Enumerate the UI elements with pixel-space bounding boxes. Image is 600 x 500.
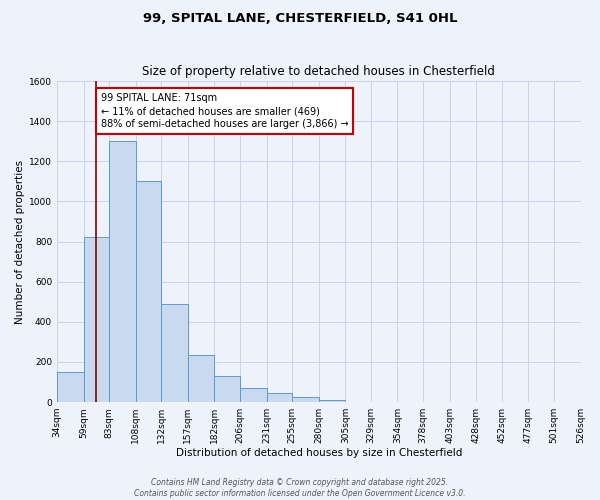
Bar	[319, 400, 346, 402]
Bar	[188, 355, 214, 402]
Text: 99, SPITAL LANE, CHESTERFIELD, S41 0HL: 99, SPITAL LANE, CHESTERFIELD, S41 0HL	[143, 12, 457, 26]
Bar	[214, 376, 240, 402]
Bar	[240, 388, 266, 402]
Bar	[292, 397, 319, 402]
Text: Contains HM Land Registry data © Crown copyright and database right 2025.
Contai: Contains HM Land Registry data © Crown c…	[134, 478, 466, 498]
Y-axis label: Number of detached properties: Number of detached properties	[15, 160, 25, 324]
Bar	[83, 236, 109, 402]
X-axis label: Distribution of detached houses by size in Chesterfield: Distribution of detached houses by size …	[176, 448, 462, 458]
Bar	[161, 304, 188, 402]
Bar	[57, 372, 83, 402]
Title: Size of property relative to detached houses in Chesterfield: Size of property relative to detached ho…	[142, 66, 495, 78]
Text: 99 SPITAL LANE: 71sqm
← 11% of detached houses are smaller (469)
88% of semi-det: 99 SPITAL LANE: 71sqm ← 11% of detached …	[101, 93, 348, 130]
Bar	[266, 392, 292, 402]
Bar	[136, 182, 161, 402]
Bar	[109, 142, 136, 402]
